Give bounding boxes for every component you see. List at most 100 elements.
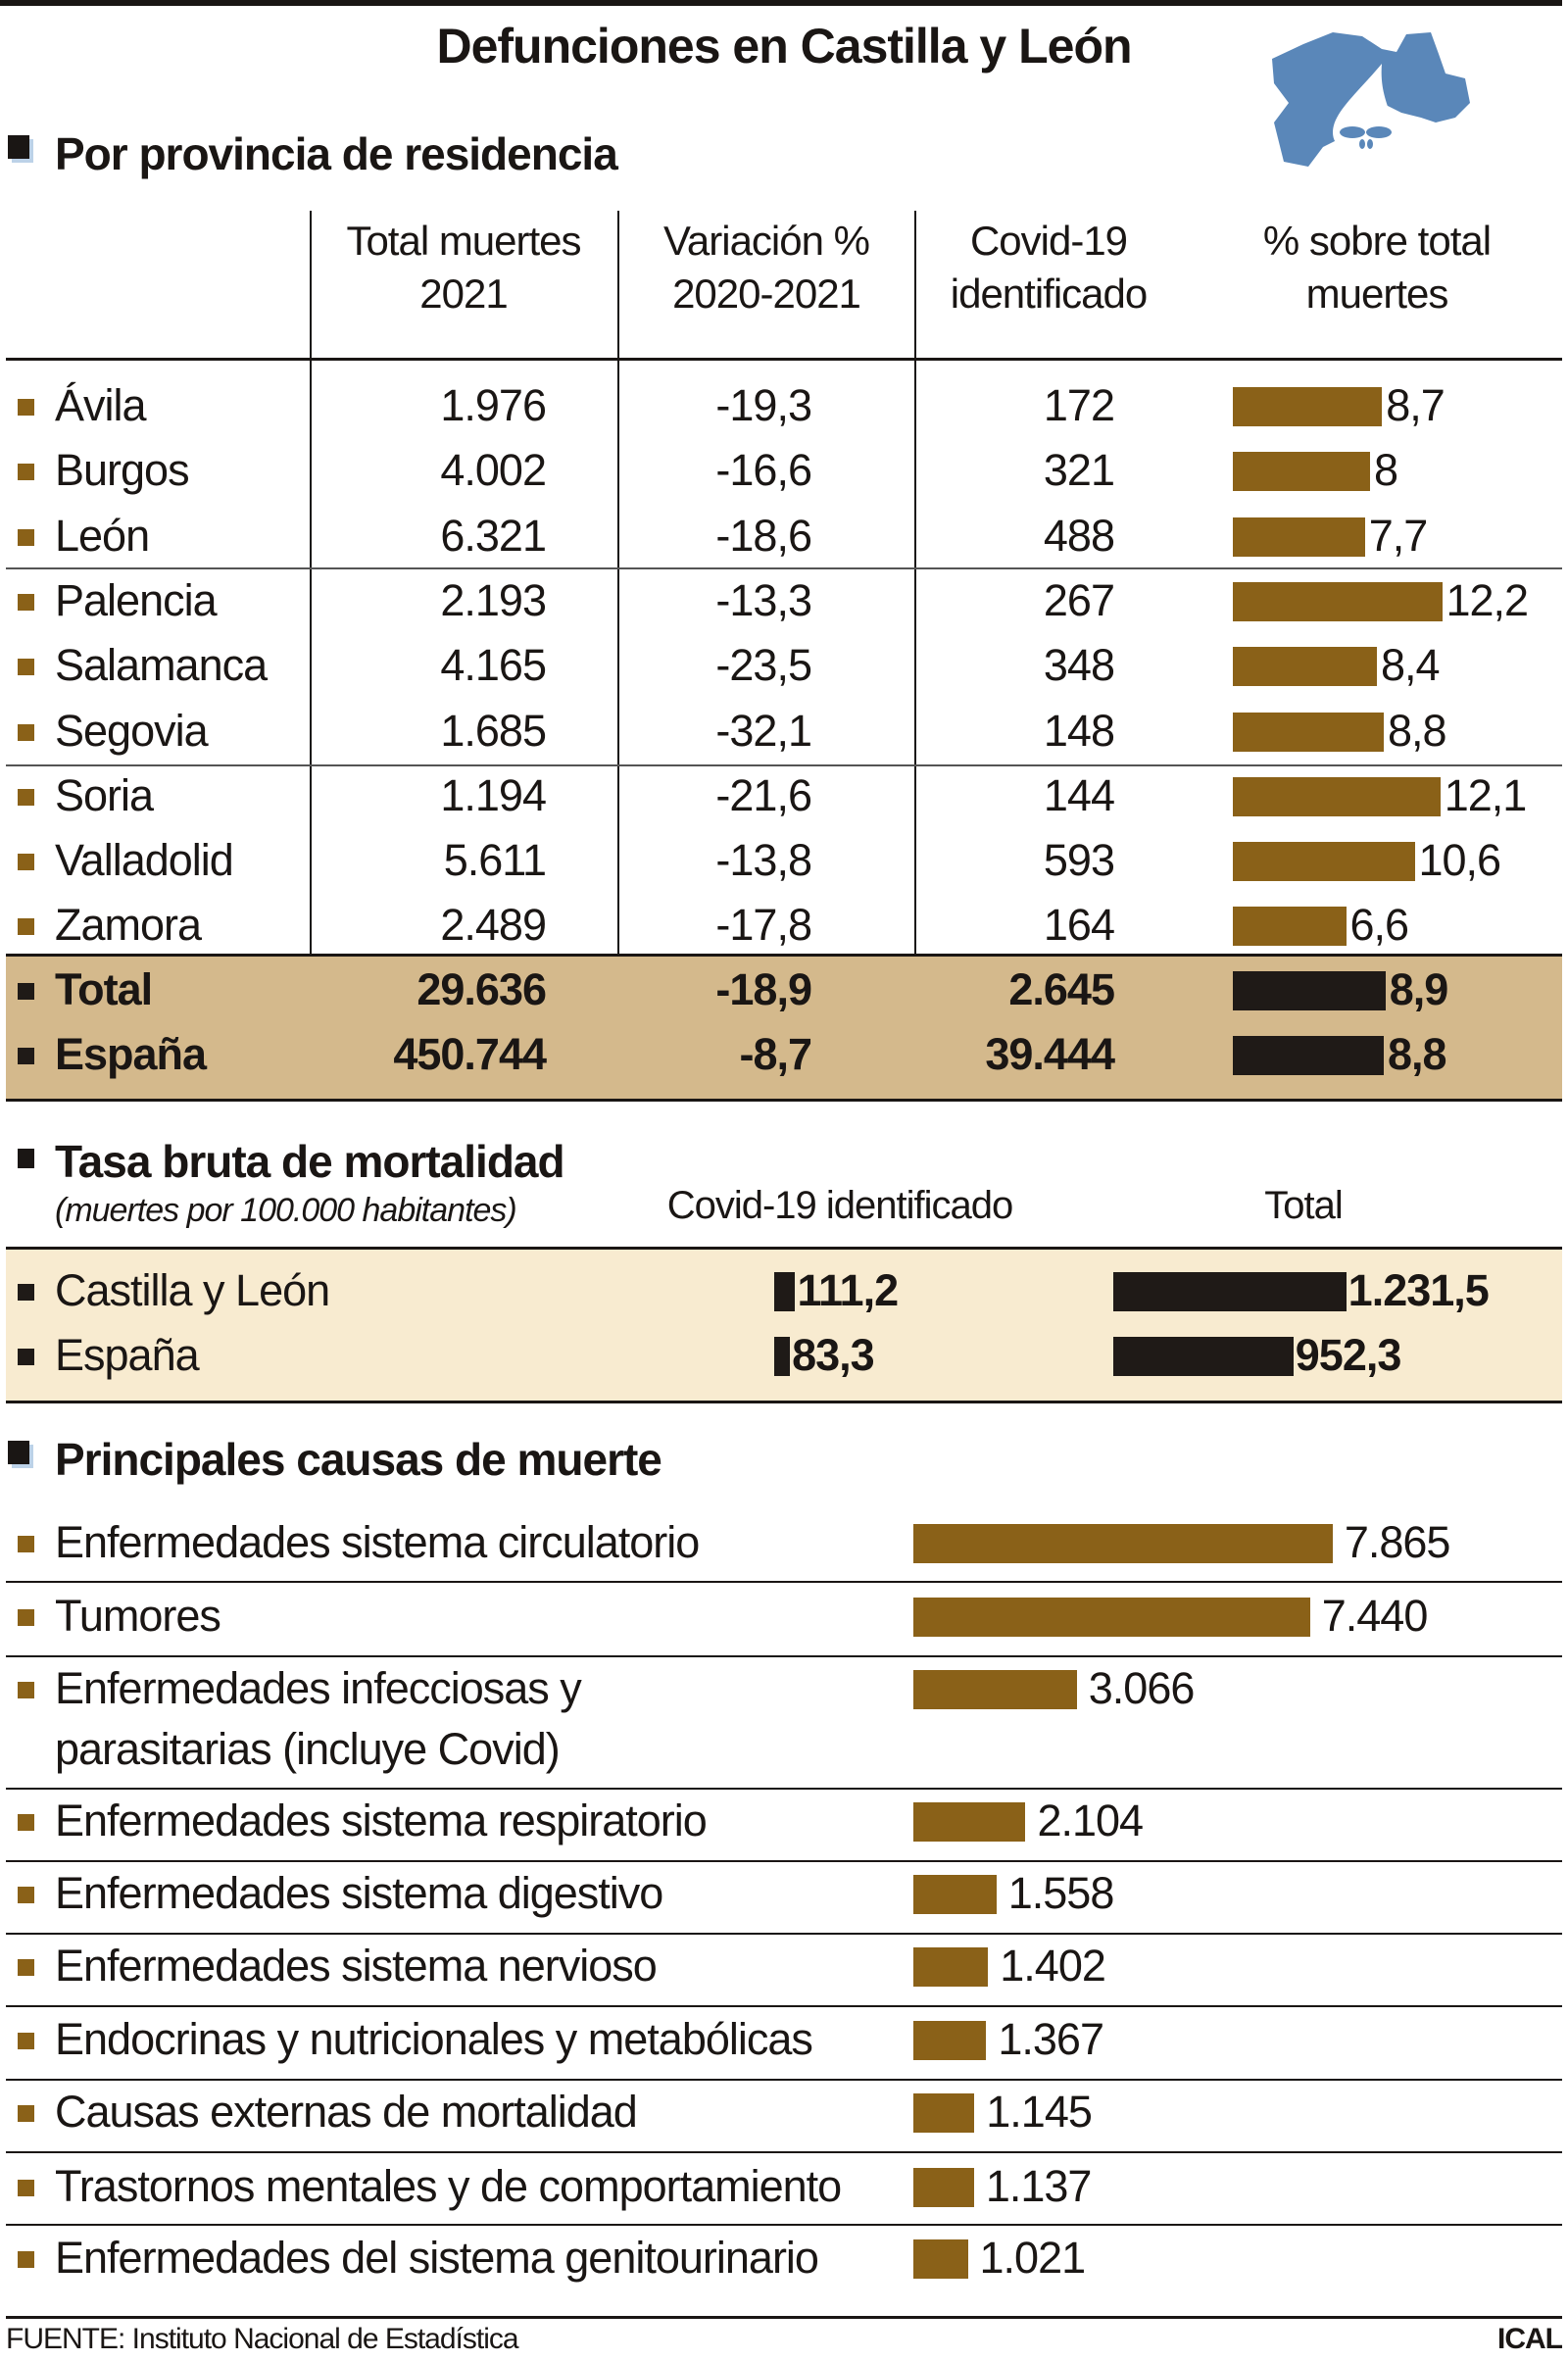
cause-bar: [913, 1802, 1026, 1842]
footer-credit: ICAL: [1497, 2323, 1563, 2355]
covid-deaths: 144: [1043, 769, 1115, 820]
cause-value: 3.066: [1088, 1663, 1196, 1713]
cause-bar: [913, 2093, 975, 2133]
variation-pct: -23,5: [715, 640, 812, 691]
pct-label: 8,9: [1389, 964, 1449, 1014]
pct-label: 8: [1374, 445, 1398, 496]
pct-label: 12,1: [1444, 769, 1528, 820]
rate-region: Castilla y León: [55, 1265, 330, 1315]
section-heading-provinces: Por provincia de residencia: [55, 128, 618, 179]
section-heading-causes: Principales causas de muerte: [55, 1434, 662, 1485]
pct-label: 8,8: [1388, 705, 1447, 756]
row-bullet-dark: [18, 983, 34, 1000]
row-bullet-dark: [18, 1284, 34, 1301]
pct-label: 10,6: [1418, 835, 1502, 886]
variation-pct: -17,8: [715, 900, 812, 951]
row-bullet-dark: [18, 1048, 34, 1064]
pct-bar: [1233, 581, 1443, 621]
cause-value: 7.440: [1321, 1591, 1429, 1641]
pct-bar: [1233, 387, 1383, 426]
province-name: Total: [55, 964, 153, 1014]
cause-divider: [6, 1581, 1562, 1583]
row-bullet: [18, 854, 34, 871]
column-header-line: muertes: [1305, 271, 1449, 317]
covid-deaths: 164: [1043, 900, 1115, 951]
cause-name: Tumores: [55, 1591, 221, 1641]
row-bullet: [18, 1536, 34, 1552]
rate-bottom-rule: [6, 1401, 1562, 1403]
top-rule: [0, 0, 1562, 6]
cause-name: Enfermedades sistema nervioso: [55, 1941, 658, 1991]
cause-value: 1.021: [979, 2233, 1087, 2283]
variation-pct: -13,8: [715, 835, 812, 886]
cause-divider: [6, 2151, 1562, 2153]
covid-deaths: 488: [1043, 510, 1115, 561]
row-bullet: [18, 1959, 34, 1976]
pct-label: 8,8: [1388, 1029, 1447, 1079]
covid-deaths: 321: [1043, 445, 1115, 496]
cause-bar: [913, 1875, 997, 1914]
cause-value: 7.865: [1344, 1517, 1451, 1567]
column-header-line: 2020-2021: [672, 271, 861, 317]
pct-label: 8,7: [1386, 380, 1446, 430]
row-bullet: [18, 399, 34, 416]
cause-value: 1.145: [986, 2087, 1093, 2137]
cause-bar: [913, 2168, 974, 2207]
row-bullet: [18, 593, 34, 611]
cause-bar: [913, 2021, 987, 2060]
row-bullet: [18, 1609, 34, 1626]
rate-covid-label: 111,2: [797, 1265, 899, 1315]
cause-bar: [913, 1670, 1077, 1709]
covid-deaths: 39.444: [985, 1029, 1115, 1079]
rate-total-label: 952,3: [1295, 1330, 1402, 1380]
covid-deaths: 148: [1043, 705, 1115, 756]
rate-column-covid: Covid-19 identificado: [666, 1184, 1014, 1227]
pct-label: 7,7: [1368, 510, 1429, 561]
section-bullet: [18, 1149, 34, 1168]
total-deaths: 29.636: [416, 964, 547, 1014]
section-heading-rate: Tasa bruta de mortalidad: [55, 1136, 565, 1187]
province-name: España: [55, 1029, 207, 1079]
pct-bar: [1233, 712, 1384, 752]
province-name: León: [55, 510, 150, 561]
cause-value: 1.367: [998, 2014, 1104, 2064]
rate-total-bar: [1113, 1337, 1294, 1376]
row-bullet: [18, 2033, 34, 2049]
cause-bar: [913, 2239, 968, 2279]
variation-pct: -16,6: [715, 445, 812, 496]
castilla-leon-map-skull-icon: [1272, 32, 1470, 167]
rate-total-label: 1.231,5: [1348, 1265, 1490, 1315]
header-rule: [6, 358, 1562, 361]
cause-name: Causas externas de mortalidad: [55, 2087, 638, 2137]
total-deaths: 4.165: [440, 640, 547, 691]
pct-bar: [1233, 842, 1415, 882]
summary-bottom-rule: [6, 1099, 1562, 1102]
cause-divider: [6, 2224, 1562, 2226]
variation-pct: -13,3: [715, 574, 812, 625]
pct-label: 6,6: [1349, 900, 1410, 951]
cause-divider: [6, 1933, 1562, 1935]
column-header-line: Variación %: [663, 218, 870, 264]
row-bullet: [18, 659, 34, 676]
rate-top-rule: [6, 1247, 1562, 1250]
cause-value: 1.558: [1007, 1868, 1115, 1918]
row-bullet: [18, 2105, 34, 2122]
row-bullet: [18, 2251, 34, 2268]
row-bullet: [18, 918, 34, 936]
rate-covid-bar: [774, 1337, 791, 1376]
variation-pct: -8,7: [739, 1029, 812, 1079]
province-name: Zamora: [55, 900, 202, 951]
cause-value: 2.104: [1037, 1795, 1144, 1845]
cause-bar: [913, 1598, 1310, 1637]
rate-covid-bar: [774, 1272, 796, 1311]
cause-name: Endocrinas y nutricionales y metabólicas: [55, 2014, 813, 2064]
row-bullet: [18, 1682, 34, 1698]
cause-divider: [6, 1655, 1562, 1657]
pct-label: 12,2: [1446, 574, 1530, 625]
cause-divider: [6, 2005, 1562, 2007]
cause-value: 1.402: [1000, 1941, 1106, 1991]
column-header-line: identificado: [950, 271, 1148, 317]
cause-bar: [913, 1947, 989, 1987]
total-deaths: 1.685: [440, 705, 547, 756]
pct-bar: [1233, 647, 1377, 687]
